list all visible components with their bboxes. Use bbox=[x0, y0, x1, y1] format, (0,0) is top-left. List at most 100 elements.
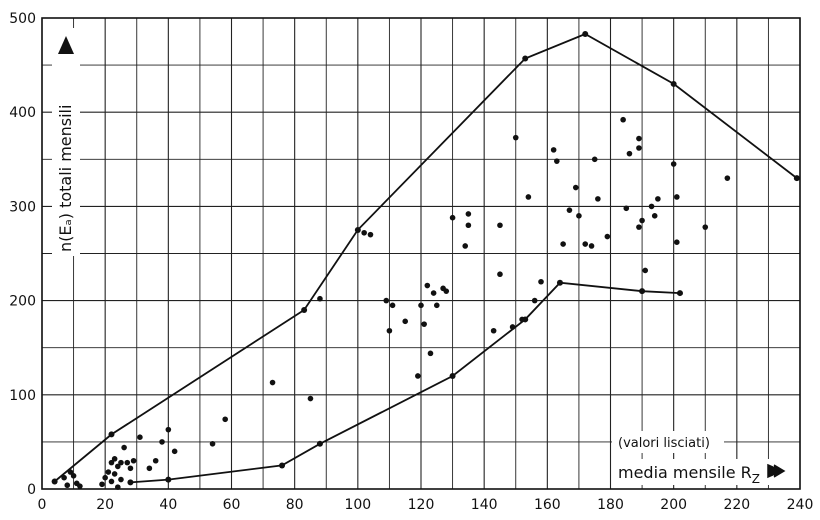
data-point bbox=[604, 233, 611, 240]
data-point bbox=[465, 211, 472, 217]
data-point bbox=[127, 465, 134, 472]
data-point bbox=[576, 213, 582, 219]
data-point bbox=[620, 116, 626, 123]
data-point bbox=[724, 175, 731, 181]
data-point bbox=[430, 290, 437, 296]
y-axis-label-box bbox=[52, 28, 80, 256]
lower-envelope-line-vertex bbox=[279, 462, 286, 469]
y-tick-label: 200 bbox=[9, 294, 36, 310]
data-point bbox=[519, 316, 525, 323]
y-tick-labels: 0 100 200 300 400 500 bbox=[9, 11, 36, 498]
x-tick-label: 20 bbox=[96, 497, 114, 513]
data-point bbox=[531, 297, 538, 304]
x-axis-arrow-icon bbox=[767, 463, 786, 479]
data-point bbox=[51, 478, 58, 485]
y-tick-label: 400 bbox=[9, 105, 36, 121]
data-point bbox=[655, 196, 661, 202]
data-point bbox=[118, 476, 124, 483]
grid-lines bbox=[41, 17, 801, 490]
data-point bbox=[421, 321, 427, 327]
data-point bbox=[137, 434, 143, 440]
data-point bbox=[674, 194, 680, 200]
data-point bbox=[130, 457, 137, 464]
upper-envelope-line-vertex bbox=[354, 226, 361, 233]
data-point bbox=[146, 465, 153, 472]
data-point bbox=[651, 213, 658, 219]
lower-envelope-line-vertex bbox=[316, 440, 323, 447]
data-point bbox=[171, 448, 178, 455]
data-point bbox=[64, 482, 71, 489]
data-point bbox=[512, 134, 519, 141]
y-axis-arrow-icon bbox=[58, 36, 74, 54]
data-point bbox=[427, 350, 434, 357]
x-tick-label: 60 bbox=[223, 497, 241, 513]
data-point bbox=[674, 239, 680, 245]
data-point bbox=[449, 214, 456, 221]
data-point bbox=[636, 135, 642, 142]
lower-envelope-line bbox=[130, 281, 681, 484]
data-point bbox=[623, 205, 630, 212]
data-point bbox=[525, 194, 532, 200]
data-point bbox=[648, 203, 655, 210]
data-point bbox=[209, 440, 216, 447]
data-point bbox=[415, 373, 421, 379]
lower-envelope-line-vertex bbox=[556, 279, 563, 286]
x-axis-label-subscript: Z bbox=[752, 472, 760, 486]
data-point bbox=[124, 459, 131, 466]
data-point bbox=[509, 324, 516, 330]
annotation-box bbox=[612, 431, 724, 453]
data-point bbox=[402, 318, 409, 325]
annotation-label: (valori lisciati) bbox=[618, 436, 710, 451]
data-point bbox=[636, 224, 642, 230]
data-point bbox=[108, 478, 115, 485]
plot-frame bbox=[41, 17, 801, 490]
data-point bbox=[433, 302, 440, 309]
data-point bbox=[595, 196, 601, 202]
upper-envelope-line-vertex bbox=[108, 431, 115, 438]
x-tick-label: 0 bbox=[38, 497, 47, 513]
x-tick-label: 80 bbox=[286, 497, 304, 513]
data-point bbox=[99, 481, 105, 488]
data-point bbox=[67, 469, 74, 475]
data-point bbox=[77, 483, 83, 489]
envelope-lines bbox=[51, 31, 800, 486]
data-point bbox=[361, 229, 367, 236]
data-point bbox=[269, 379, 276, 386]
x-tick-label: 100 bbox=[344, 497, 371, 513]
y-tick-label: 100 bbox=[9, 388, 36, 404]
data-point bbox=[497, 222, 503, 229]
data-point bbox=[111, 456, 118, 462]
data-point bbox=[639, 217, 645, 224]
x-tick-label: 160 bbox=[534, 497, 561, 513]
data-point bbox=[702, 224, 709, 230]
data-point bbox=[105, 469, 112, 475]
x-axis-label-box bbox=[612, 459, 788, 485]
data-point bbox=[152, 457, 159, 464]
data-point bbox=[108, 459, 115, 466]
y-tick-label: 300 bbox=[9, 199, 36, 215]
data-point bbox=[465, 222, 472, 229]
data-point bbox=[121, 444, 127, 451]
upper-envelope-line-vertex bbox=[793, 175, 800, 182]
x-tick-label: 120 bbox=[408, 497, 435, 513]
data-point bbox=[572, 184, 579, 191]
data-point bbox=[383, 297, 390, 304]
x-tick-labels: 0 20 40 60 80 100 120 140 160 180 200 220 240 bbox=[38, 497, 814, 513]
data-point bbox=[386, 327, 393, 334]
upper-envelope-line-vertex bbox=[301, 307, 308, 314]
data-point bbox=[389, 302, 396, 309]
y-axis-label: n(Eₐ) totali mensili bbox=[56, 105, 75, 252]
upper-envelope-line-vertex bbox=[582, 31, 589, 38]
data-point bbox=[642, 267, 649, 274]
x-tick-label: 220 bbox=[723, 497, 750, 513]
data-point bbox=[550, 147, 557, 153]
x-axis-label: media mensile RZ bbox=[618, 463, 760, 486]
data-point bbox=[443, 288, 450, 294]
data-point bbox=[490, 327, 497, 334]
data-point bbox=[367, 231, 374, 238]
x-tick-label: 180 bbox=[597, 497, 624, 513]
lower-envelope-line-vertex bbox=[449, 372, 456, 379]
data-point bbox=[118, 459, 124, 466]
data-point bbox=[566, 207, 573, 213]
